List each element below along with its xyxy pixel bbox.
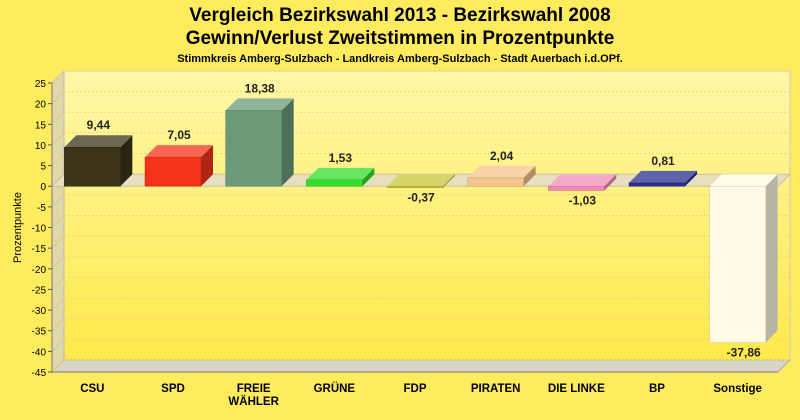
bar — [225, 110, 282, 187]
y-tick-label: -20 — [32, 265, 47, 276]
bar — [548, 185, 605, 191]
gridline-side — [51, 194, 65, 208]
bar-top — [467, 165, 536, 178]
data-label: -1,03 — [569, 193, 597, 207]
y-tick-label: -40 — [32, 347, 47, 358]
bar-top — [225, 98, 294, 111]
bar-top — [629, 170, 697, 183]
bar-side — [120, 135, 133, 187]
gridline-side — [51, 132, 65, 146]
chart-title: Vergleich Bezirkswahl 2013 - Bezirkswahl… — [189, 5, 611, 26]
bar-top — [387, 174, 455, 187]
y-tick-label: -10 — [32, 224, 47, 235]
data-label: -37,86 — [727, 346, 761, 360]
x-tick-label: FDP — [404, 383, 427, 395]
bar — [467, 177, 524, 187]
y-tick-label: 20 — [35, 100, 47, 111]
gridline-side — [51, 111, 65, 125]
x-tick-label: FREIE — [237, 383, 271, 395]
bar — [386, 185, 444, 188]
plot-floor — [50, 359, 792, 373]
bar-top — [548, 174, 617, 187]
gridline-side — [51, 215, 65, 228]
gridline-side — [51, 235, 65, 249]
data-label: 1,53 — [329, 151, 353, 165]
data-label: -0,37 — [407, 191, 435, 205]
bar-top — [709, 174, 778, 187]
bar — [144, 156, 202, 187]
gridline-side — [51, 339, 65, 352]
bar-top — [145, 145, 213, 158]
y-tick-label: 15 — [35, 120, 47, 131]
chart-subtitle: Stimmkreis Amberg-Sulzbach - Landkreis A… — [177, 53, 623, 65]
y-tick-label: 5 — [40, 162, 46, 173]
y-tick-label: -15 — [32, 244, 47, 255]
gridline-side — [51, 153, 65, 166]
bar-side — [765, 174, 778, 343]
bar — [306, 179, 363, 187]
x-tick-label: GRÜNE — [314, 382, 356, 395]
x-tick-label: WÄHLER — [228, 395, 279, 408]
gridline-side — [51, 359, 65, 373]
y-tick-label: 0 — [40, 182, 46, 193]
y-tick-label: -45 — [32, 368, 47, 379]
bar-side — [201, 145, 213, 187]
y-tick-label: -5 — [37, 203, 46, 214]
y-tick-label: 25 — [35, 79, 47, 90]
bar-top — [306, 167, 375, 180]
gridline-side — [51, 91, 65, 104]
data-label: 7,05 — [167, 128, 191, 142]
x-tick-label: BP — [649, 383, 665, 395]
data-label: 2,04 — [490, 149, 514, 163]
x-tick-label: CSU — [80, 383, 104, 395]
y-tick-label: -30 — [32, 306, 47, 317]
bar-side — [604, 174, 617, 191]
y-tick-label: -25 — [32, 285, 47, 296]
gridline-side — [51, 277, 65, 290]
y-tick-label: -35 — [32, 327, 47, 338]
x-tick-label: SPD — [161, 383, 185, 395]
gridline-side — [51, 256, 65, 270]
bar — [709, 185, 766, 343]
bar-side — [362, 167, 375, 187]
bar-side — [443, 174, 455, 188]
x-tick-label: Sonstige — [713, 383, 762, 395]
x-tick-label: PIRATEN — [471, 383, 521, 395]
gridline-side — [51, 318, 65, 332]
x-tick-label: DIE LINKE — [548, 383, 605, 395]
chart-titles: Vergleich Bezirkswahl 2013 - Bezirkswahl… — [0, 0, 800, 65]
y-tick-label: 10 — [35, 141, 47, 152]
bar-top — [64, 135, 133, 148]
data-label: 0,81 — [651, 154, 675, 168]
bar — [64, 146, 121, 187]
data-label: 9,44 — [87, 118, 111, 132]
gridline-side — [51, 297, 65, 311]
chart-title-line-2: Gewinn/Verlust Zweitstimmen in Prozentpu… — [185, 28, 615, 49]
gridline-side — [51, 70, 65, 84]
y-axis-label: Prozentpunkte — [12, 192, 24, 263]
bar-side — [685, 170, 697, 187]
data-label: 18,38 — [245, 81, 275, 95]
bar-side — [281, 98, 294, 187]
bar — [628, 182, 686, 187]
bar-side — [523, 165, 536, 187]
